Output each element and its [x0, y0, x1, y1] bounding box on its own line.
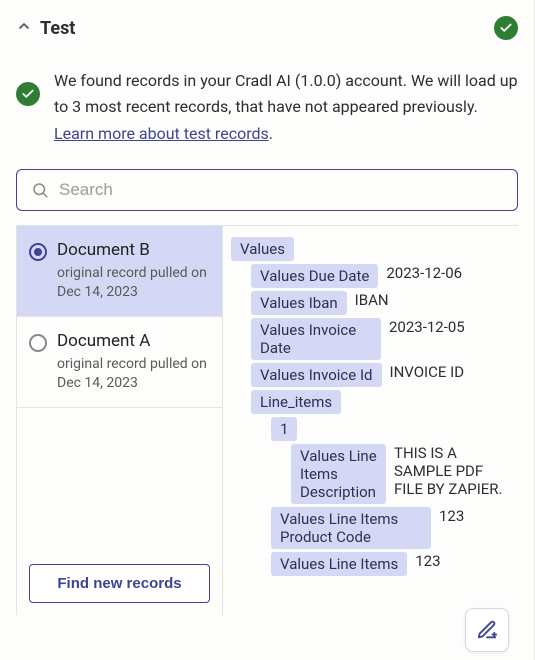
learn-more-link[interactable]: Learn more about test records [54, 124, 269, 143]
field-chip: Values Line Items [271, 552, 407, 576]
search-icon [31, 181, 49, 199]
field-chip: Values Line Items Product Code [271, 507, 431, 549]
line-items-chip: Line_items [251, 390, 341, 414]
field-chip: Values Line Items Description [291, 444, 386, 504]
field-value: 123 [415, 552, 475, 570]
search-field[interactable] [16, 169, 518, 211]
record-title: Document B [57, 240, 210, 260]
field-value: IBAN [355, 291, 514, 309]
field-value: 2023-12-06 [386, 264, 514, 282]
record-subtitle: original record pulled on Dec 14, 2023 [57, 264, 210, 302]
field-chip: Values Iban [251, 291, 347, 315]
info-check-icon [16, 82, 40, 106]
record-item[interactable]: Document B original record pulled on Dec… [17, 226, 222, 317]
record-item[interactable]: Document A original record pulled on Dec… [17, 317, 222, 408]
section-title: Test [40, 18, 75, 39]
info-text-after: . [269, 124, 273, 143]
info-message: We found records in your Cradl AI (1.0.0… [16, 68, 518, 147]
radio-selected-icon[interactable] [29, 243, 47, 261]
success-check-icon [494, 16, 518, 40]
search-input[interactable] [59, 180, 503, 200]
section-header: Test [16, 16, 518, 40]
field-chip: Values Invoice Date [251, 318, 381, 360]
record-subtitle: original record pulled on Dec 14, 2023 [57, 355, 210, 393]
field-value: 2023-12-05 [389, 318, 514, 336]
info-text-before: We found records in your Cradl AI (1.0.0… [54, 71, 518, 116]
find-new-records-button[interactable]: Find new records [29, 564, 210, 603]
field-value: THIS IS A SAMPLE PDF FILE BY ZAPIER. [394, 444, 514, 498]
field-value: 123 [439, 507, 499, 525]
record-title: Document A [57, 331, 210, 351]
edit-add-button[interactable] [465, 608, 509, 652]
field-value: INVOICE ID [390, 363, 515, 381]
chevron-up-icon[interactable] [16, 18, 32, 38]
line-item-index-chip: 1 [271, 417, 297, 441]
tree-root-chip: Values [231, 237, 294, 261]
record-list: Document B original record pulled on Dec… [16, 226, 223, 615]
field-chip: Values Invoice Id [251, 363, 382, 387]
record-detail-panel: Values Values Due Date 2023-12-06 Values… [223, 226, 518, 615]
field-chip: Values Due Date [251, 264, 378, 288]
radio-unselected-icon[interactable] [29, 334, 47, 352]
